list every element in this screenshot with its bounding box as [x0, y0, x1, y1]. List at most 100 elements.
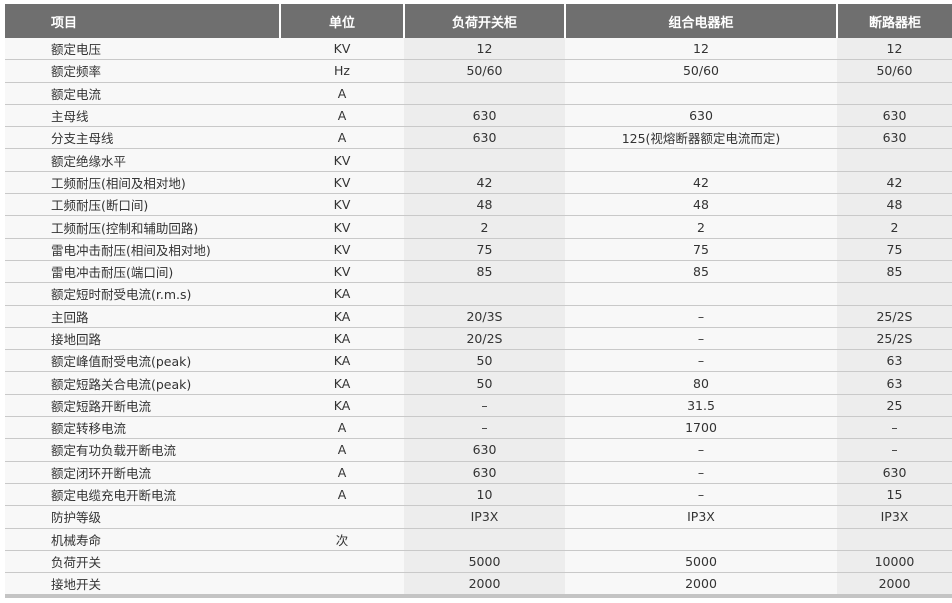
cell-breaker: 48 — [837, 193, 952, 217]
table-row: 工频耐压(断口间) KV 48 48 48 — [5, 193, 952, 217]
cell-unit: A — [280, 416, 404, 440]
cell-unit: Hz — [280, 59, 404, 83]
cell-load-switch: 2000 — [404, 572, 565, 597]
cell-load-switch: 50 — [404, 371, 565, 395]
cell-item: 主回路 — [5, 305, 280, 328]
cell-unit: KV — [280, 171, 404, 195]
cell-item: 额定绝缘水平 — [5, 148, 280, 172]
cell-combined: 125(视熔断器额定电流而定) — [565, 126, 837, 150]
cell-unit: KA — [280, 394, 404, 418]
cell-unit: A — [280, 438, 404, 462]
cell-load-switch: 630 — [404, 461, 565, 484]
cell-item: 额定电流 — [5, 82, 280, 105]
table-row: 额定闭环开断电流 A 630–630 — [5, 461, 952, 484]
header-unit: 单位 — [279, 4, 404, 38]
table-row: 接地回路 KA 20/2S –25/2S — [5, 327, 952, 351]
cell-item: 额定短路关合电流(peak) — [5, 371, 280, 395]
cell-breaker: 10000 — [837, 550, 952, 574]
cell-load-switch: 630 — [404, 104, 565, 128]
cell-breaker: 15 — [837, 483, 952, 507]
cell-combined: – — [565, 327, 837, 351]
cell-breaker: 630 — [837, 461, 952, 484]
cell-load-switch: 12 — [404, 38, 565, 61]
cell-combined: 80 — [565, 371, 837, 395]
cell-breaker: 63 — [837, 371, 952, 395]
cell-combined — [565, 148, 837, 172]
cell-load-switch: 50/60 — [404, 59, 565, 83]
cell-load-switch: 630 — [404, 126, 565, 150]
table-row: 额定短时耐受电流(r.m.s) KA — [5, 282, 952, 306]
cell-item: 额定转移电流 — [5, 416, 280, 440]
cell-item: 额定短时耐受电流(r.m.s) — [5, 282, 280, 306]
table-row: 工频耐压(相间及相对地) KV 42 42 42 — [5, 171, 952, 195]
cell-unit — [280, 505, 404, 529]
cell-unit: KV — [280, 260, 404, 284]
cell-item: 额定有功负载开断电流 — [5, 438, 280, 462]
cell-item: 分支主母线 — [5, 126, 280, 150]
table-row: 额定短路关合电流(peak) KA 50 80 63 — [5, 371, 952, 395]
cell-breaker — [837, 528, 952, 551]
cell-item: 雷电冲击耐压(端口间) — [5, 260, 280, 284]
cell-unit: KA — [280, 282, 404, 306]
header-row: 项目 单位 负荷开关柜 组合电器柜 断路器柜 — [5, 4, 952, 38]
cell-load-switch: 20/3S — [404, 305, 565, 328]
table-row: 额定电压 KV 12 12 12 — [5, 38, 952, 61]
cell-load-switch: 48 — [404, 193, 565, 217]
cell-combined — [565, 282, 837, 306]
cell-combined: – — [565, 483, 837, 507]
cell-combined: – — [565, 461, 837, 484]
cell-unit: A — [280, 126, 404, 150]
cell-combined: – — [565, 305, 837, 328]
cell-load-switch: 42 — [404, 171, 565, 195]
cell-breaker: 630 — [837, 104, 952, 128]
cell-unit: A — [280, 483, 404, 507]
cell-breaker — [837, 148, 952, 172]
table-row: 额定短路开断电流 KA –31.5 25 — [5, 394, 952, 418]
cell-breaker: 2000 — [837, 572, 952, 597]
cell-item: 额定短路开断电流 — [5, 394, 280, 418]
cell-combined: 50/60 — [565, 59, 837, 83]
cell-load-switch — [404, 82, 565, 105]
cell-combined: 85 — [565, 260, 837, 284]
header-load-switch-cabinet: 负荷开关柜 — [403, 4, 565, 38]
cell-unit — [280, 572, 404, 597]
cell-load-switch: 10 — [404, 483, 565, 507]
cell-load-switch: 630 — [404, 438, 565, 462]
cell-item: 接地开关 — [5, 572, 280, 597]
cell-combined: 12 — [565, 38, 837, 61]
cell-item: 接地回路 — [5, 327, 280, 351]
cell-item: 额定电缆充电开断电流 — [5, 483, 280, 507]
cell-breaker: 12 — [837, 38, 952, 61]
cell-load-switch: 2 — [404, 215, 565, 239]
table-row: 负荷开关 5000 5000 10000 — [5, 550, 952, 574]
cell-unit: KA — [280, 349, 404, 373]
cell-combined: 75 — [565, 238, 837, 261]
cell-breaker: 25/2S — [837, 305, 952, 328]
cell-breaker: 2 — [837, 215, 952, 239]
header-combined-cabinet: 组合电器柜 — [564, 4, 837, 38]
cell-load-switch: – — [404, 416, 565, 440]
cell-load-switch: IP3X — [404, 505, 565, 529]
table-row: 额定有功负载开断电流 A 630– – — [5, 438, 952, 462]
table-row: 接地开关 2000 2000 2000 — [5, 572, 952, 597]
table-row: 额定峰值耐受电流(peak) KA 50–63 — [5, 349, 952, 373]
cell-combined: 5000 — [565, 550, 837, 574]
cell-breaker: – — [837, 438, 952, 462]
cell-breaker: – — [837, 416, 952, 440]
cell-combined — [565, 528, 837, 551]
cell-combined: 1700 — [565, 416, 837, 440]
cell-breaker: IP3X — [837, 505, 952, 529]
cell-unit: KA — [280, 305, 404, 328]
cell-unit: KA — [280, 327, 404, 351]
cell-load-switch — [404, 528, 565, 551]
cell-unit: KV — [280, 215, 404, 239]
cell-item: 主母线 — [5, 104, 280, 128]
cell-item: 负荷开关 — [5, 550, 280, 574]
cell-unit: KV — [280, 193, 404, 217]
cell-unit: KA — [280, 371, 404, 395]
table-row: 额定频率 Hz 50/60 50/60 50/60 — [5, 59, 952, 83]
table-row: 额定绝缘水平 KV — [5, 148, 952, 172]
cell-combined: 630 — [565, 104, 837, 128]
cell-item: 额定闭环开断电流 — [5, 461, 280, 484]
cell-combined: – — [565, 349, 837, 373]
